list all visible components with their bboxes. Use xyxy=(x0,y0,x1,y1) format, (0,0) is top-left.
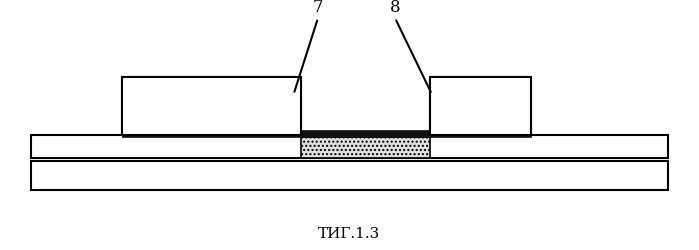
Text: 7: 7 xyxy=(312,0,324,16)
Bar xyxy=(31,161,668,190)
Bar xyxy=(31,135,668,159)
Text: 8: 8 xyxy=(389,0,401,16)
Bar xyxy=(430,78,531,135)
Bar xyxy=(122,78,301,135)
Text: ΤИГ.1.3: ΤИГ.1.3 xyxy=(318,226,381,240)
Bar xyxy=(122,130,531,138)
Bar xyxy=(122,78,301,135)
Bar xyxy=(430,78,531,135)
Bar xyxy=(301,138,430,159)
